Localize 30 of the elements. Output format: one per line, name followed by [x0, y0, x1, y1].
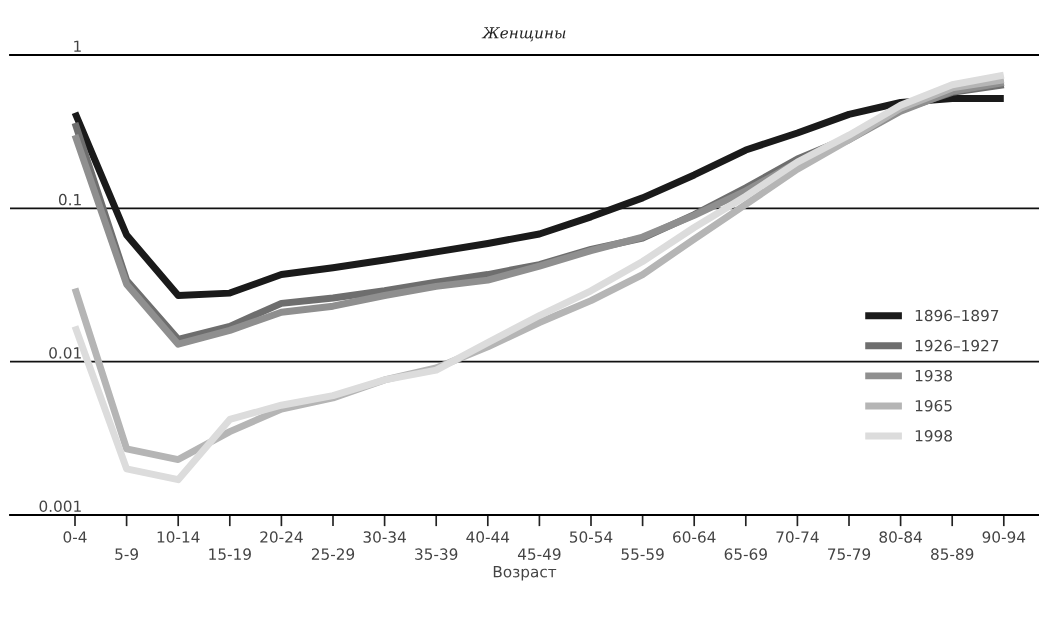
y-tick-label: 1 — [74, 40, 81, 52]
x-tick-label: 5-9 — [115, 548, 138, 560]
x-tick-label: 65-69 — [724, 548, 767, 560]
x-tick-label: 80-84 — [879, 531, 922, 543]
legend-label: 1998 — [915, 430, 952, 442]
y-tick-label: 0.1 — [58, 193, 81, 206]
legend-label: 1896–1897 — [915, 309, 999, 322]
legend-label: 1926–1927 — [915, 339, 999, 352]
x-tick-label: 55-59 — [621, 548, 664, 560]
y-tick-label: 0.01 — [49, 347, 81, 359]
x-tick-label: 75-79 — [828, 548, 871, 560]
x-tick-label: 50-54 — [569, 531, 613, 543]
x-tick-label: 70-74 — [776, 531, 819, 543]
x-tick-label: 25-29 — [311, 548, 355, 560]
legend-label: 1965 — [915, 399, 952, 412]
x-tick-label: 90-94 — [982, 531, 1026, 543]
x-tick-label: 35-39 — [415, 548, 458, 560]
legend-label: 1938 — [915, 369, 952, 382]
x-tick-label: 0-4 — [63, 531, 87, 543]
x-tick-label: 85-89 — [931, 548, 974, 560]
x-tick-label: 15-19 — [209, 548, 251, 560]
x-axis-title: Возраст — [493, 566, 557, 581]
x-tick-label: 60-64 — [673, 531, 716, 543]
x-tick-label: 30-34 — [363, 531, 406, 543]
x-tick-label: 45-49 — [517, 548, 561, 560]
chart-title: Женщины — [481, 27, 566, 42]
x-tick-label: 10-14 — [157, 531, 200, 543]
x-tick-label: 40-44 — [466, 531, 510, 543]
x-tick-label: 20-24 — [260, 531, 303, 543]
y-tick-label: 0.001 — [39, 500, 81, 513]
